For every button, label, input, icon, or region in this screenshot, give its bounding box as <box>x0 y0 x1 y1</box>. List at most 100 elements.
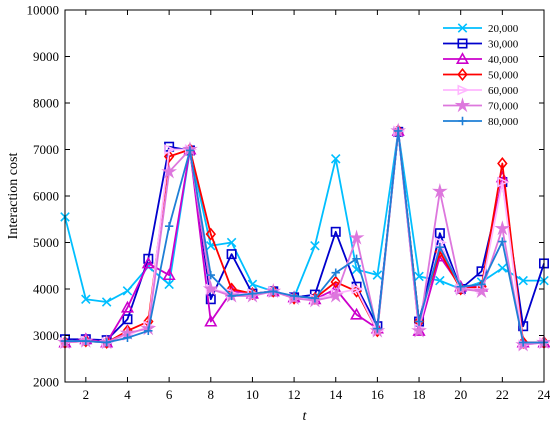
legend-marker <box>457 38 468 49</box>
data-point <box>518 275 528 286</box>
data-point <box>141 256 155 269</box>
data-point <box>497 156 508 170</box>
data-point <box>477 280 486 289</box>
x-tick-label: 8 <box>208 387 215 402</box>
y-tick-label: 8000 <box>33 96 59 111</box>
data-point <box>435 275 445 286</box>
data-point <box>204 314 218 327</box>
legend-item: 70,000 <box>443 97 519 113</box>
series-layer <box>57 122 550 352</box>
x-tick-label: 12 <box>288 387 301 402</box>
x-tick-label: 2 <box>83 387 90 402</box>
data-point <box>434 228 445 239</box>
data-point <box>348 229 365 245</box>
data-point <box>330 275 341 289</box>
legend-label: 30,000 <box>488 39 519 51</box>
data-point <box>473 283 490 299</box>
data-point <box>162 268 176 281</box>
x-tick-label: 10 <box>246 387 259 402</box>
data-point <box>498 237 507 246</box>
x-tick-label: 6 <box>166 387 173 402</box>
legend-label: 60,000 <box>488 85 519 97</box>
data-point <box>226 249 237 260</box>
y-axis-title: Interaction cost <box>6 153 21 240</box>
data-point <box>372 270 383 280</box>
data-point <box>310 294 320 303</box>
legend: 20,000 30,000 40,000 50,000 60,000 70,000 80,0… <box>437 17 539 135</box>
data-point <box>120 300 135 313</box>
data-point <box>202 280 219 296</box>
data-point <box>497 263 508 273</box>
y-tick-label: 6000 <box>33 189 59 204</box>
data-point <box>351 283 364 295</box>
legend-label: 80,000 <box>488 116 519 128</box>
legend-marker <box>457 23 468 33</box>
legend-item: 60,000 <box>443 84 519 97</box>
y-tick-label: 9000 <box>33 49 59 64</box>
data-point <box>101 297 112 307</box>
data-point <box>81 336 91 346</box>
legend-label: 20,000 <box>488 23 519 35</box>
data-point <box>122 286 133 296</box>
y-tick-label: 7000 <box>33 142 59 157</box>
legend-item: 50,000 <box>443 68 519 82</box>
legend-label: 70,000 <box>488 101 519 113</box>
data-point <box>494 220 511 236</box>
x-tick-label: 24 <box>538 387 550 402</box>
x-tick-label: 4 <box>124 387 131 402</box>
x-axis-title: t <box>303 409 308 424</box>
y-tick-label: 4000 <box>33 282 59 297</box>
data-point <box>331 268 340 277</box>
data-point <box>164 222 174 231</box>
data-point <box>394 126 403 136</box>
legend-item: 80,000 <box>443 116 519 128</box>
legend-marker <box>454 97 471 113</box>
y-tick-label: 3000 <box>33 328 59 343</box>
data-point <box>330 226 341 237</box>
series-80000 <box>60 126 549 347</box>
x-tick-label: 18 <box>413 387 426 402</box>
data-point <box>456 282 465 291</box>
data-point <box>81 294 91 304</box>
data-point <box>163 150 175 163</box>
data-point <box>164 144 177 155</box>
data-point <box>350 307 364 320</box>
data-point <box>123 333 132 343</box>
data-point <box>205 294 216 305</box>
data-point <box>310 240 320 251</box>
legend-item: 20,000 <box>443 23 519 35</box>
legend-marker <box>457 84 470 96</box>
data-point <box>226 237 237 248</box>
data-point <box>161 163 178 179</box>
x-tick-label: 16 <box>371 387 385 402</box>
data-point <box>518 338 528 347</box>
data-point <box>497 176 510 188</box>
data-point <box>185 146 195 155</box>
data-point <box>144 326 153 336</box>
data-point <box>411 322 427 338</box>
y-tick-label: 5000 <box>33 235 59 250</box>
data-point <box>206 270 215 280</box>
legend-marker <box>455 52 470 64</box>
legend-item: 30,000 <box>443 38 519 51</box>
x-tick-label: 20 <box>454 387 467 402</box>
data-point <box>289 291 299 301</box>
data-point <box>248 289 257 298</box>
data-point <box>431 183 448 199</box>
legend-label: 40,000 <box>488 54 519 66</box>
y-tick-label: 10000 <box>27 3 60 18</box>
x-tick-label: 14 <box>329 387 343 402</box>
data-point <box>122 314 133 325</box>
legend-label: 50,000 <box>488 70 519 82</box>
data-point <box>205 227 217 241</box>
x-tick-label: 22 <box>496 387 509 402</box>
data-point <box>269 287 278 296</box>
legend-marker <box>458 116 467 126</box>
legend-marker <box>457 68 468 81</box>
data-point <box>414 317 424 326</box>
y-tick-label: 2000 <box>33 375 59 390</box>
data-point <box>414 271 424 282</box>
legend-item: 40,000 <box>443 52 519 66</box>
data-point <box>330 154 341 164</box>
